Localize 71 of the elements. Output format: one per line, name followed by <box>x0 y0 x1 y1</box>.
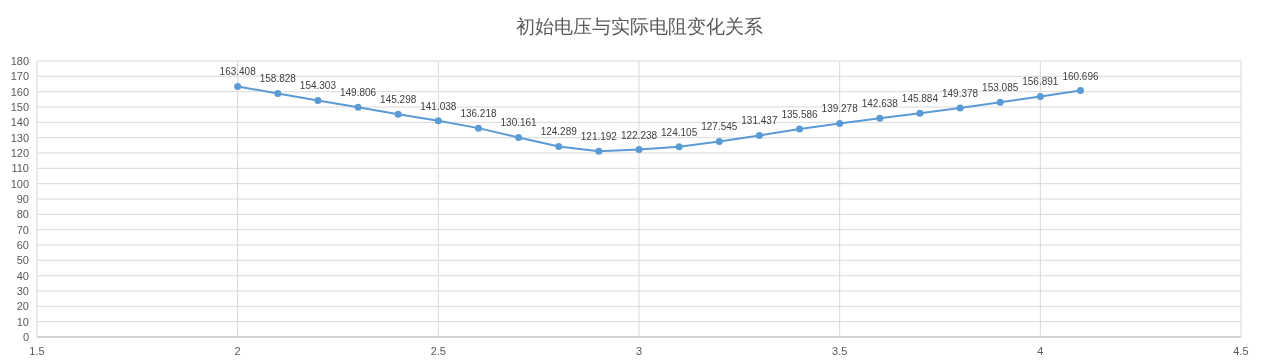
data-label: 160.696 <box>1062 70 1099 82</box>
point <box>796 125 804 133</box>
x-tick-label: 1.5 <box>29 345 45 357</box>
point <box>755 131 763 139</box>
data-label: 139.278 <box>821 103 859 115</box>
y-tick-label: 170 <box>10 70 29 83</box>
data-label: 163.408 <box>219 66 257 78</box>
point <box>434 117 442 125</box>
data-label: 149.378 <box>941 87 979 99</box>
data-label: 158.828 <box>259 73 297 85</box>
data-label: 136.218 <box>460 108 497 120</box>
point <box>1036 92 1044 100</box>
point <box>515 133 523 141</box>
data-label: 153.085 <box>982 82 1019 94</box>
point <box>234 82 242 90</box>
point <box>956 104 964 112</box>
y-tick-label: 10 <box>16 315 29 328</box>
data-label: 121.192 <box>580 131 618 143</box>
y-tick-label: 150 <box>10 101 29 113</box>
data-label: 127.545 <box>701 121 738 133</box>
y-tick-label: 80 <box>16 208 29 221</box>
data-label: 124.105 <box>661 126 698 138</box>
y-tick-label: 30 <box>16 285 29 297</box>
y-tick-label: 180 <box>10 55 29 67</box>
y-tick-label: 100 <box>10 177 29 190</box>
data-label: 135.586 <box>781 109 819 121</box>
point <box>675 143 683 151</box>
x-tick-label: 2 <box>234 345 241 357</box>
data-label: 145.884 <box>901 93 939 105</box>
point <box>595 147 603 155</box>
data-label: 149.806 <box>339 87 377 99</box>
data-label: 142.638 <box>861 98 899 110</box>
y-tick-label: 70 <box>16 223 29 236</box>
point <box>314 96 322 104</box>
y-tick-label: 140 <box>10 116 29 129</box>
point <box>474 124 482 132</box>
point <box>274 89 282 97</box>
point <box>876 114 884 122</box>
y-tick-label: 60 <box>16 239 29 251</box>
data-label: 124.289 <box>540 126 578 138</box>
data-label: 156.891 <box>1022 76 1059 88</box>
y-tick-label: 130 <box>10 131 29 144</box>
data-label: 122.238 <box>620 129 658 141</box>
x-tick-label: 4.5 <box>1233 345 1249 357</box>
y-tick-label: 110 <box>11 162 29 175</box>
chart-title: 初始电压与实际电阻变化关系 <box>515 15 763 37</box>
point <box>715 137 723 145</box>
y-tick-label: 40 <box>16 269 29 282</box>
data-label: 130.161 <box>500 117 538 129</box>
y-tick-label: 0 <box>22 331 29 343</box>
y-tick-label: 160 <box>10 85 29 98</box>
data-label: 131.437 <box>741 115 778 127</box>
data-label: 154.303 <box>299 80 337 92</box>
point <box>354 103 362 111</box>
x-tick-label: 3 <box>635 345 643 357</box>
point <box>916 109 924 117</box>
x-tick-label: 3.5 <box>832 345 848 357</box>
y-tick-label: 120 <box>10 147 29 159</box>
x-tick-label: 4 <box>1037 345 1044 357</box>
data-label: 141.038 <box>420 100 457 112</box>
x-tick-label: 2.5 <box>430 345 446 357</box>
point <box>996 98 1004 106</box>
point <box>635 146 643 154</box>
y-tick-label: 20 <box>16 300 29 313</box>
point <box>394 110 402 118</box>
point <box>1076 87 1084 95</box>
data-label: 145.298 <box>380 94 417 106</box>
y-tick-label: 90 <box>16 193 29 205</box>
point <box>555 142 563 150</box>
point <box>836 119 844 127</box>
y-tick-label: 50 <box>16 254 29 267</box>
